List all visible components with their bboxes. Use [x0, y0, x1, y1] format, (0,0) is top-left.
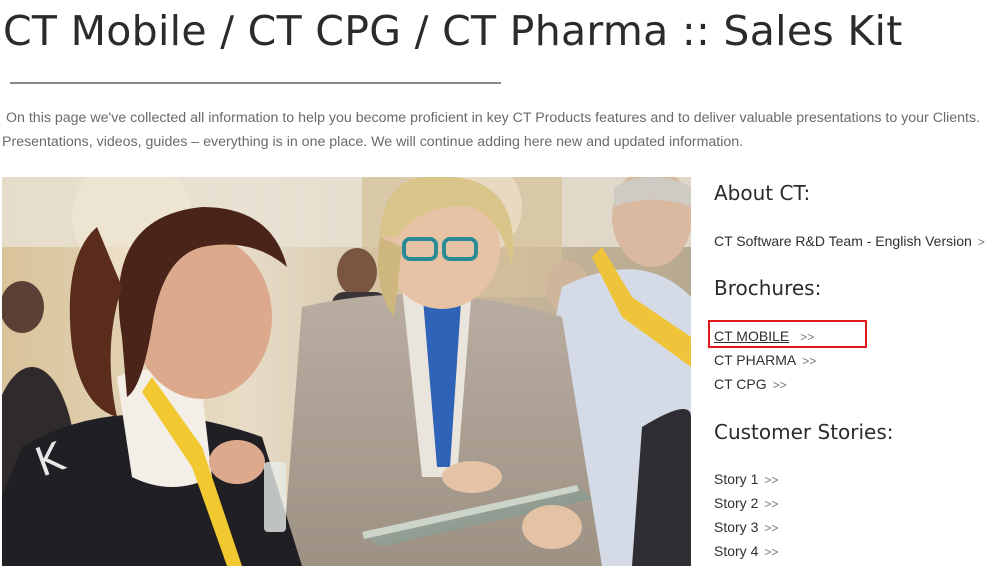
- link-label: CT CPG: [714, 376, 767, 392]
- about-heading: About CT:: [714, 181, 811, 205]
- story-link-4[interactable]: Story 4 >>: [714, 541, 778, 562]
- title-divider: [10, 82, 501, 84]
- page-title: CT Mobile / CT CPG / CT Pharma :: Sales …: [3, 7, 903, 55]
- arrow-icon: >>: [764, 497, 779, 511]
- link-label: Story 4: [714, 543, 759, 559]
- link-label: Story 2: [714, 495, 759, 511]
- intro-line-1: On this page we've collected all informa…: [6, 110, 981, 126]
- story-link-3[interactable]: Story 3 >>: [714, 517, 778, 538]
- arrow-icon: >>: [800, 330, 815, 344]
- link-label: CT MOBILE: [714, 328, 790, 344]
- arrow-icon: >>: [764, 545, 779, 559]
- link-label: Story 3: [714, 519, 759, 535]
- link-label: CT Software R&D Team - English Version: [714, 233, 972, 249]
- arrow-icon: >>: [802, 354, 817, 368]
- arrow-icon: >>: [977, 235, 985, 249]
- customer-stories-heading: Customer Stories:: [714, 420, 894, 444]
- arrow-icon: >>: [764, 521, 779, 535]
- brochure-link-ct-mobile[interactable]: CT MOBILE >>: [714, 326, 814, 347]
- brochure-link-ct-pharma[interactable]: CT PHARMA >>: [714, 350, 816, 371]
- intro-line-2: Presentations, videos, guides – everythi…: [2, 134, 744, 150]
- about-link-rd-team[interactable]: CT Software R&D Team - English Version >>: [714, 231, 985, 252]
- highlight-box: [708, 320, 867, 348]
- arrow-icon: >>: [772, 378, 787, 392]
- link-label: CT PHARMA: [714, 352, 797, 368]
- brochure-link-ct-cpg[interactable]: CT CPG >>: [714, 374, 787, 395]
- intro-text: On this page we've collected all informa…: [2, 106, 981, 154]
- event-photo: K: [2, 177, 691, 566]
- story-link-2[interactable]: Story 2 >>: [714, 493, 778, 514]
- brochures-heading: Brochures:: [714, 276, 822, 300]
- link-label: Story 1: [714, 471, 759, 487]
- story-link-1[interactable]: Story 1 >>: [714, 469, 778, 490]
- arrow-icon: >>: [764, 473, 779, 487]
